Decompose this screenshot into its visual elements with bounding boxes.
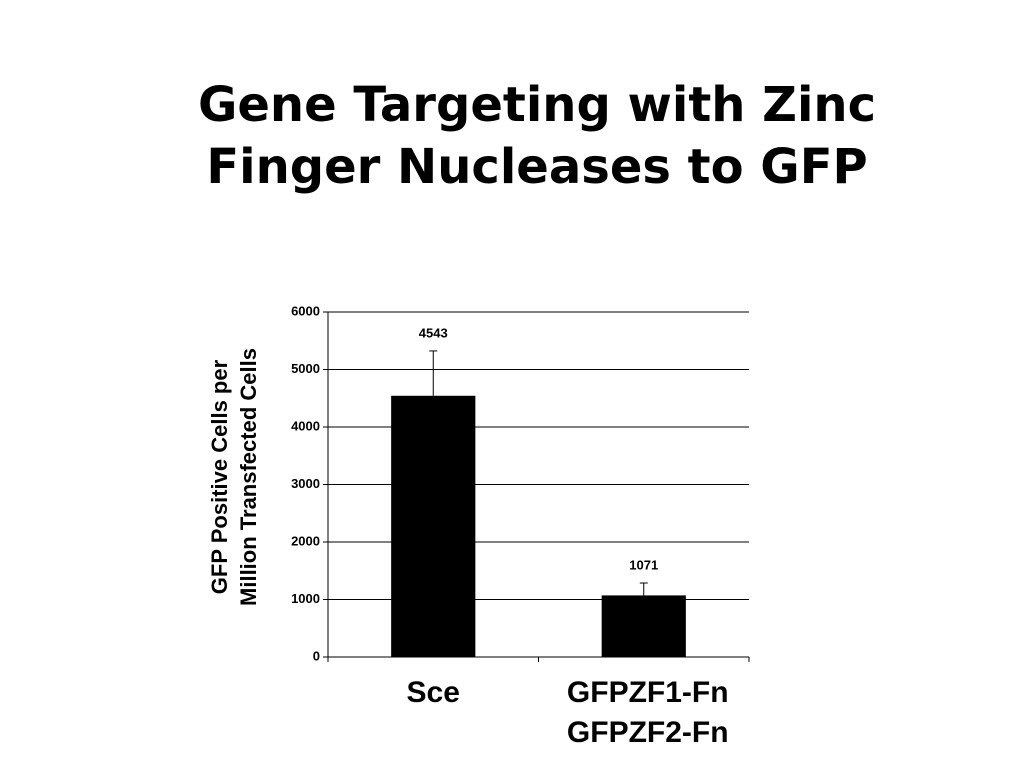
bar	[601, 595, 686, 657]
y-tick-label: 0	[313, 648, 320, 663]
chart-title: Gene Targeting with Zinc Finger Nuclease…	[197, 77, 877, 195]
y-tick-label: 3000	[291, 476, 320, 491]
y-tick-label: 2000	[291, 533, 320, 548]
x-tick-label: GFPZF1-Fn GFPZF2-Fn	[566, 676, 729, 749]
y-tick-label: 6000	[291, 303, 320, 318]
y-tick-label: 1000	[291, 591, 320, 606]
bar	[391, 395, 476, 657]
y-tick-label: 5000	[291, 361, 320, 376]
x-tick-label: Sce	[406, 676, 460, 709]
value-label: 1071	[629, 557, 658, 572]
value-label: 4543	[419, 325, 448, 340]
y-tick-label: 4000	[291, 418, 320, 433]
